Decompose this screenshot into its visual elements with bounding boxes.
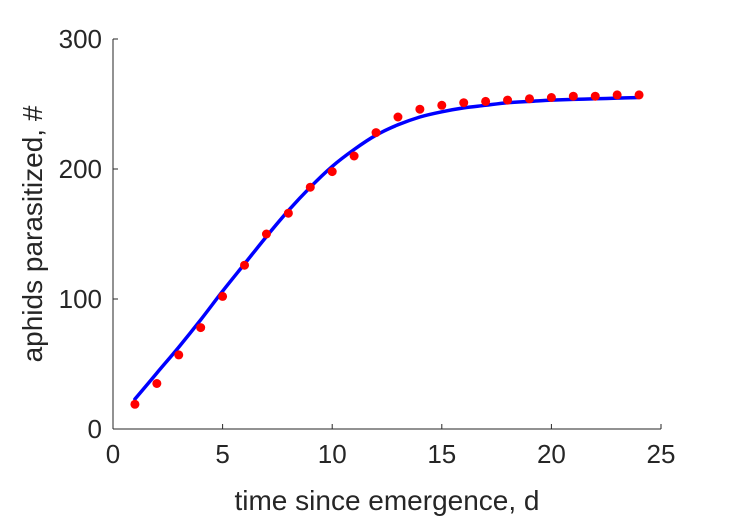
x-ticks: 0 5 10 15 20 25: [106, 424, 676, 469]
y-ticks: 0 100 200 300: [59, 24, 118, 444]
observed-data-point: [568, 91, 578, 101]
observed-data-point: [152, 379, 162, 388]
observed-data-point: [327, 167, 337, 177]
x-tick-label: 0: [106, 439, 120, 469]
y-tick-label: 0: [88, 414, 102, 444]
x-tick-label: 5: [215, 439, 229, 469]
observed-data-point: [196, 323, 206, 333]
y-tick-label: 100: [59, 284, 102, 314]
observed-data-point: [240, 260, 250, 270]
observed-data-point: [503, 95, 513, 105]
model-curve-line: [133, 95, 641, 401]
observed-data-point: [174, 350, 184, 360]
axes: [112, 39, 661, 430]
y-tick-label: 200: [59, 154, 102, 184]
observed-data-point: [459, 98, 469, 108]
observed-data-point: [590, 91, 600, 101]
x-axis-title: time since emergence, d: [234, 485, 539, 516]
observed-data-point: [305, 182, 315, 192]
observed-data-point: [481, 96, 491, 106]
observed-data-point: [393, 112, 403, 122]
observed-data-point: [218, 291, 228, 301]
observed-data-point: [371, 128, 381, 138]
observed-data-point: [349, 151, 359, 161]
x-tick-label: 10: [318, 439, 347, 469]
x-tick-label: 20: [537, 439, 566, 469]
y-axis-title: aphids parasitized, #: [17, 105, 48, 362]
y-tick-label: 300: [59, 24, 102, 54]
observed-data-point: [130, 399, 140, 409]
observed-data-point: [524, 94, 534, 104]
observed-data-point: [415, 104, 425, 114]
observed-data-point: [634, 90, 644, 100]
observed-data-point: [437, 100, 447, 110]
observed-data-point: [261, 229, 271, 239]
observed-data-point: [546, 93, 556, 102]
plot-series: [130, 90, 644, 409]
observed-data-point: [612, 90, 622, 100]
x-tick-label: 15: [427, 439, 456, 469]
observed-data-point: [283, 208, 293, 218]
x-tick-label: 25: [647, 439, 676, 469]
